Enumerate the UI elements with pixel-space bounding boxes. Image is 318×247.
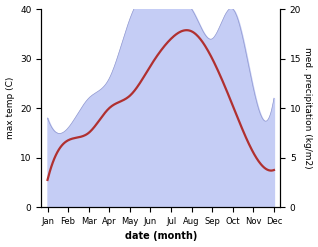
Y-axis label: med. precipitation (kg/m2): med. precipitation (kg/m2) — [303, 47, 313, 169]
X-axis label: date (month): date (month) — [125, 231, 197, 242]
Y-axis label: max temp (C): max temp (C) — [5, 77, 15, 139]
